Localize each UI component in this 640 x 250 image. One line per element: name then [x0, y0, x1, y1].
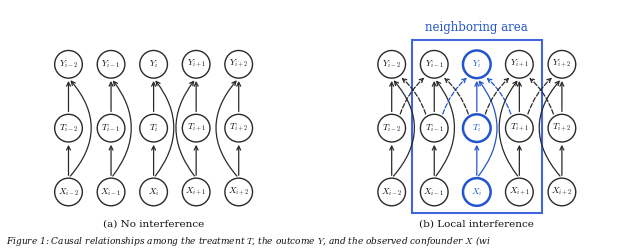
Text: $Y_{i-1}$: $Y_{i-1}$	[424, 58, 444, 70]
Circle shape	[54, 178, 83, 206]
Circle shape	[378, 50, 406, 78]
Circle shape	[420, 114, 448, 142]
Text: $T_{i-1}$: $T_{i-1}$	[424, 122, 444, 134]
Circle shape	[140, 114, 168, 142]
Text: $Y_{i-2}$: $Y_{i-2}$	[382, 58, 401, 70]
Text: $Y_{i-1}$: $Y_{i-1}$	[101, 58, 121, 70]
Circle shape	[548, 50, 576, 78]
Circle shape	[463, 114, 491, 142]
Circle shape	[97, 50, 125, 78]
Text: $X_{i-1}$: $X_{i-1}$	[424, 186, 445, 198]
Text: $Y_{i+2}$: $Y_{i+2}$	[229, 58, 248, 70]
Text: $T_{i+1}$: $T_{i+1}$	[509, 122, 529, 134]
Circle shape	[548, 178, 576, 206]
Text: Figure 1: Causal relationships among the treatment $T$, the outcome $Y$, and the: Figure 1: Causal relationships among the…	[6, 234, 491, 247]
Text: $T_{i+2}$: $T_{i+2}$	[229, 122, 248, 134]
Circle shape	[506, 114, 533, 142]
Text: $X_{i+2}$: $X_{i+2}$	[551, 186, 573, 198]
Circle shape	[225, 178, 253, 206]
Text: $X_{i+1}$: $X_{i+1}$	[509, 186, 530, 198]
Text: $X_i$: $X_i$	[471, 186, 483, 198]
Text: $X_{i-1}$: $X_{i-1}$	[100, 186, 122, 198]
Text: neighboring area: neighboring area	[426, 21, 528, 34]
Circle shape	[97, 114, 125, 142]
Circle shape	[140, 178, 168, 206]
Text: $T_{i+1}$: $T_{i+1}$	[186, 122, 206, 134]
Text: $Y_i$: $Y_i$	[149, 58, 158, 70]
Text: $T_{i-1}$: $T_{i-1}$	[101, 122, 121, 134]
Circle shape	[140, 50, 168, 78]
Text: $X_i$: $X_i$	[148, 186, 159, 198]
Circle shape	[225, 114, 253, 142]
Circle shape	[420, 50, 448, 78]
Circle shape	[420, 178, 448, 206]
Circle shape	[182, 114, 210, 142]
Circle shape	[506, 50, 533, 78]
Text: $T_i$: $T_i$	[472, 122, 481, 134]
Circle shape	[54, 114, 83, 142]
Text: $Y_{i-2}$: $Y_{i-2}$	[59, 58, 78, 70]
Circle shape	[182, 50, 210, 78]
Circle shape	[463, 50, 491, 78]
Text: (b) Local interference: (b) Local interference	[419, 220, 534, 228]
Text: $Y_{i+1}$: $Y_{i+1}$	[186, 58, 206, 70]
Text: $Y_i$: $Y_i$	[472, 58, 481, 70]
Text: $Y_{i+1}$: $Y_{i+1}$	[509, 58, 529, 70]
Circle shape	[463, 178, 491, 206]
Text: $T_{i-2}$: $T_{i-2}$	[382, 122, 401, 134]
Circle shape	[548, 114, 576, 142]
Text: $X_{i-2}$: $X_{i-2}$	[381, 186, 403, 198]
Circle shape	[506, 178, 533, 206]
Text: $X_{i+2}$: $X_{i+2}$	[228, 186, 250, 198]
Text: $T_{i-2}$: $T_{i-2}$	[59, 122, 78, 134]
Circle shape	[54, 50, 83, 78]
Text: $X_{i-2}$: $X_{i-2}$	[58, 186, 79, 198]
Text: $T_{i+2}$: $T_{i+2}$	[552, 122, 572, 134]
Circle shape	[378, 178, 406, 206]
Text: $T_i$: $T_i$	[149, 122, 158, 134]
Circle shape	[97, 178, 125, 206]
Text: (a) No interference: (a) No interference	[103, 220, 204, 228]
Circle shape	[225, 50, 253, 78]
Text: $Y_{i+2}$: $Y_{i+2}$	[552, 58, 572, 70]
Circle shape	[378, 114, 406, 142]
Circle shape	[182, 178, 210, 206]
Text: $X_{i+1}$: $X_{i+1}$	[186, 186, 207, 198]
